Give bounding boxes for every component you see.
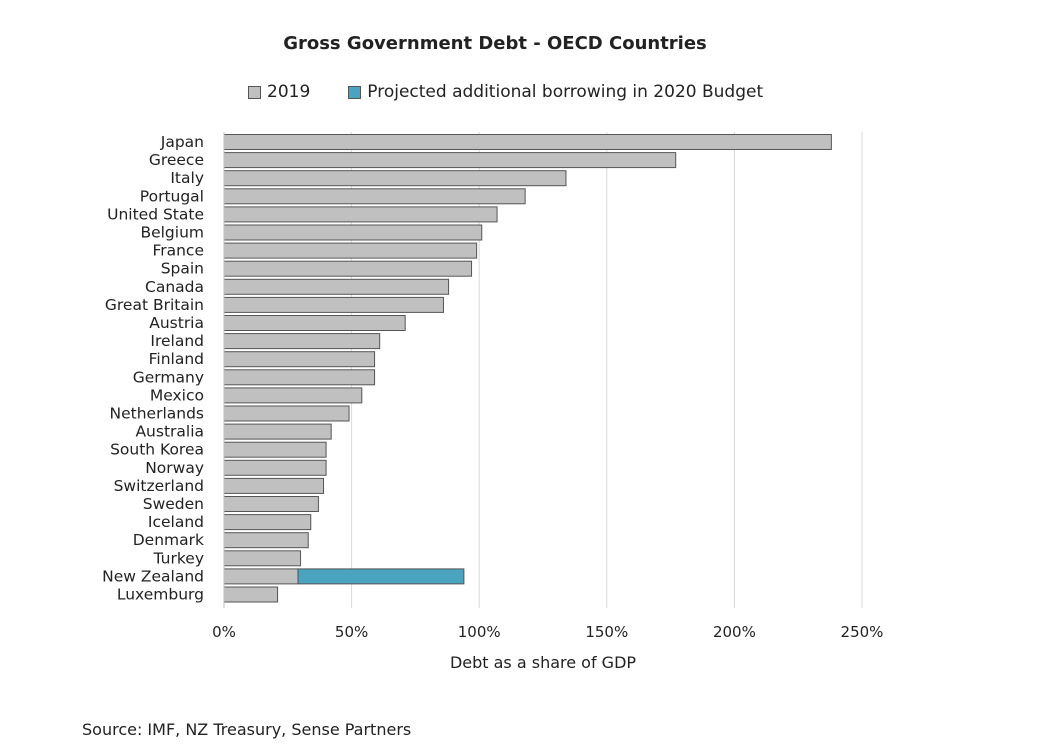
bar-turkey-2019 — [223, 550, 302, 567]
x-tick-label: 200% — [713, 623, 756, 641]
legend-swatch-2019 — [248, 85, 261, 99]
bar-finland-2019 — [223, 351, 376, 368]
bar-new-zealand-2019 — [223, 568, 299, 585]
y-tick-label: Portugal — [140, 187, 204, 205]
y-tick-label: Spain — [161, 260, 204, 278]
bar-japan-2019 — [223, 134, 832, 150]
y-tick-label: Mexico — [150, 386, 204, 404]
y-tick-label: Sweden — [143, 495, 204, 513]
bar-australia-2019 — [223, 423, 332, 440]
bar-canada-2019 — [223, 278, 450, 295]
bar-ireland-2019 — [223, 333, 381, 350]
y-tick-label: Netherlands — [110, 405, 204, 423]
legend-item-projected: Projected additional borrowing in 2020 B… — [348, 82, 763, 102]
bar-germany-2019 — [223, 369, 376, 386]
bar-italy-2019 — [223, 170, 567, 187]
bar-austria-2019 — [223, 315, 406, 331]
bar-spain-2019 — [223, 260, 473, 277]
bar-belgium-2019 — [223, 224, 483, 241]
x-tick-label: 50% — [335, 623, 368, 641]
bar-united-state-2019 — [223, 206, 498, 223]
bar-netherlands-2019 — [223, 405, 350, 422]
bar-mexico-2019 — [223, 387, 363, 404]
legend-swatch-projected — [348, 85, 362, 99]
legend: 2019 Projected additional borrowing in 2… — [248, 80, 801, 104]
y-tick-label: Japan — [160, 133, 204, 151]
legend-label-2019: 2019 — [267, 82, 311, 102]
source-note: Source: IMF, NZ Treasury, Sense Partners — [82, 720, 412, 739]
bar-denmark-2019 — [223, 532, 309, 549]
x-tick-label: 150% — [585, 623, 628, 641]
y-tick-label: Turkey — [153, 549, 204, 567]
bar-switzerland-2019 — [223, 477, 325, 494]
x-axis-label: Debt as a share of GDP — [450, 653, 636, 672]
bar-norway-2019 — [223, 459, 327, 476]
y-tick-label: Belgium — [140, 224, 204, 242]
y-tick-label: Australia — [135, 423, 204, 441]
bar-france-2019 — [223, 242, 478, 259]
y-tick-label: Norway — [145, 459, 204, 477]
bar-new-zealand-projected — [297, 568, 465, 585]
y-tick-label: Luxemburg — [117, 586, 204, 604]
legend-item-2019: 2019 — [248, 82, 310, 102]
y-tick-label: Switzerland — [114, 477, 204, 495]
bar-great-britain-2019 — [223, 296, 444, 313]
y-tick-label: Austria — [149, 314, 204, 332]
y-tick-label: Ireland — [150, 332, 204, 350]
y-tick-label: South Korea — [110, 441, 204, 459]
chart-title: Gross Government Debt - OECD Countries — [283, 33, 707, 54]
y-tick-label: United State — [107, 205, 204, 223]
x-tick-label: 100% — [458, 623, 501, 641]
y-tick-label: Greece — [149, 151, 204, 169]
bar-sweden-2019 — [223, 496, 319, 512]
bar-greece-2019 — [223, 152, 677, 169]
y-tick-label: Canada — [145, 278, 204, 296]
x-tick-label: 250% — [841, 623, 884, 641]
y-tick-label: Italy — [170, 169, 204, 187]
bar-portugal-2019 — [223, 188, 526, 205]
y-tick-label: Finland — [149, 350, 204, 368]
x-tick-label: 0% — [212, 623, 236, 641]
y-tick-label: Great Britain — [105, 296, 204, 314]
y-tick-label: Germany — [133, 368, 204, 386]
y-tick-label: New Zealand — [102, 567, 204, 585]
bar-south-korea-2019 — [223, 441, 327, 458]
y-tick-label: Iceland — [148, 513, 204, 531]
legend-label-projected: Projected additional borrowing in 2020 B… — [367, 82, 764, 102]
y-tick-label: France — [152, 242, 204, 260]
bar-iceland-2019 — [223, 514, 312, 531]
bar-luxemburg-2019 — [223, 586, 279, 603]
y-tick-label: Denmark — [133, 531, 204, 549]
